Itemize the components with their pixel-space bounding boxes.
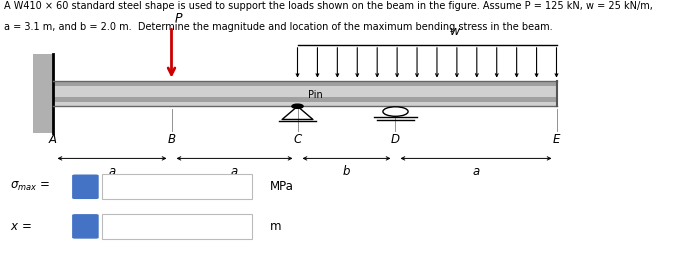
FancyBboxPatch shape xyxy=(72,214,99,239)
Text: Pin: Pin xyxy=(308,90,323,100)
Bar xyxy=(52,81,556,86)
Text: a: a xyxy=(231,165,238,178)
Circle shape xyxy=(292,104,303,108)
Text: a = 3.1 m, and b = 2.0 m.  Determine the magnitude and location of the maximum b: a = 3.1 m, and b = 2.0 m. Determine the … xyxy=(4,22,552,32)
Text: A W410 × 60 standard steel shape is used to support the loads shown on the beam : A W410 × 60 standard steel shape is used… xyxy=(4,1,652,11)
Circle shape xyxy=(383,107,408,116)
Text: B: B xyxy=(167,133,176,146)
Text: MPa: MPa xyxy=(270,180,293,193)
Text: m: m xyxy=(270,220,281,233)
Text: i: i xyxy=(83,221,88,231)
FancyBboxPatch shape xyxy=(72,175,99,199)
Text: a: a xyxy=(108,165,116,178)
Text: P: P xyxy=(175,12,183,25)
Text: i: i xyxy=(83,181,88,191)
Bar xyxy=(102,174,252,199)
Text: $\sigma_{max}$ =: $\sigma_{max}$ = xyxy=(10,180,50,193)
Text: $x$ =: $x$ = xyxy=(10,220,32,233)
Bar xyxy=(102,214,252,239)
Bar xyxy=(52,81,556,106)
Text: A: A xyxy=(48,133,57,146)
Bar xyxy=(52,97,556,102)
Bar xyxy=(33,54,52,133)
Text: D: D xyxy=(391,133,400,146)
Text: C: C xyxy=(293,133,302,146)
Text: w: w xyxy=(450,25,460,38)
Text: a: a xyxy=(473,165,480,178)
Text: b: b xyxy=(343,165,350,178)
Text: E: E xyxy=(553,133,560,146)
